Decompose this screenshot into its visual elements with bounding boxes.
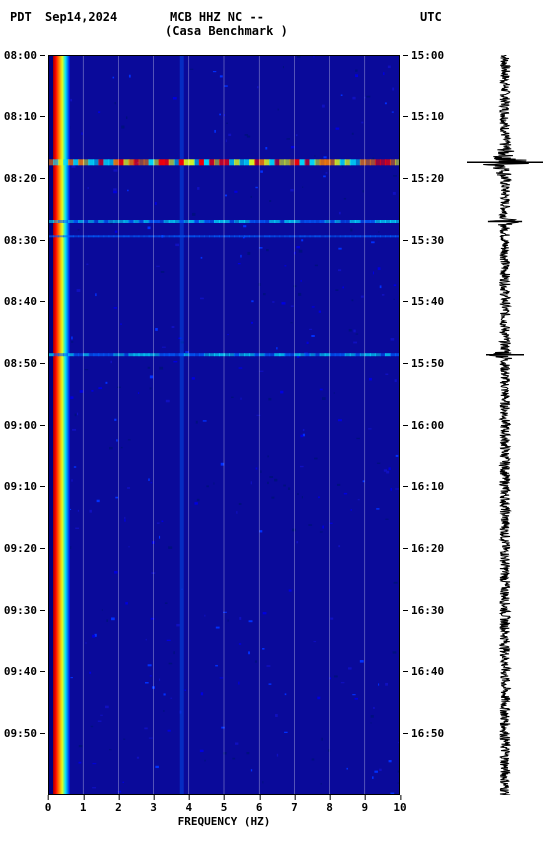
y-tick-left: 09:40 [4, 666, 45, 678]
y-tick-left: 08:50 [4, 357, 45, 369]
spectrogram-canvas [48, 55, 400, 795]
y-axis-right: 15:0015:1015:2015:3015:4015:5016:0016:10… [400, 55, 448, 795]
x-tick: 7 [291, 801, 298, 814]
x-tick: 6 [256, 801, 263, 814]
spectrogram-plot [48, 55, 400, 795]
y-tick-left: 08:10 [4, 111, 45, 123]
x-tick: 9 [361, 801, 368, 814]
y-tick-left: 09:30 [4, 604, 45, 616]
y-tick-left: 09:00 [4, 419, 45, 431]
waveform-canvas [465, 55, 545, 795]
y-tick-left: 09:10 [4, 481, 45, 493]
x-tick: 0 [45, 801, 52, 814]
y-tick-right: 16:20 [403, 542, 444, 554]
y-tick-right: 15:40 [403, 296, 444, 308]
waveform-plot [465, 55, 545, 795]
x-tick: 3 [150, 801, 157, 814]
x-tick: 8 [326, 801, 333, 814]
y-tick-right: 16:10 [403, 481, 444, 493]
location-label: (Casa Benchmark ) [165, 24, 288, 38]
tz-left-label: PDT [10, 10, 32, 24]
x-axis-label: FREQUENCY (HZ) [48, 815, 400, 828]
y-axis-left: 08:0008:1008:2008:3008:4008:5009:0009:10… [0, 55, 48, 795]
y-tick-right: 16:00 [403, 419, 444, 431]
x-tick: 5 [221, 801, 228, 814]
station-label: MCB HHZ NC -- [170, 10, 264, 24]
y-tick-left: 08:30 [4, 234, 45, 246]
x-tick: 4 [185, 801, 192, 814]
y-tick-right: 15:10 [403, 111, 444, 123]
y-tick-right: 15:00 [403, 49, 444, 61]
x-tick: 10 [393, 801, 406, 814]
y-tick-left: 08:40 [4, 296, 45, 308]
tz-right-label: UTC [420, 10, 442, 24]
x-tick: 1 [80, 801, 87, 814]
y-tick-left: 08:20 [4, 172, 45, 184]
y-tick-right: 15:30 [403, 234, 444, 246]
y-tick-left: 08:00 [4, 49, 45, 61]
y-tick-right: 15:50 [403, 357, 444, 369]
y-tick-right: 16:50 [403, 727, 444, 739]
y-tick-right: 16:30 [403, 604, 444, 616]
y-tick-left: 09:20 [4, 542, 45, 554]
date-label: Sep14,2024 [45, 10, 117, 24]
y-tick-left: 09:50 [4, 727, 45, 739]
y-tick-right: 15:20 [403, 172, 444, 184]
x-tick: 2 [115, 801, 122, 814]
y-tick-right: 16:40 [403, 666, 444, 678]
